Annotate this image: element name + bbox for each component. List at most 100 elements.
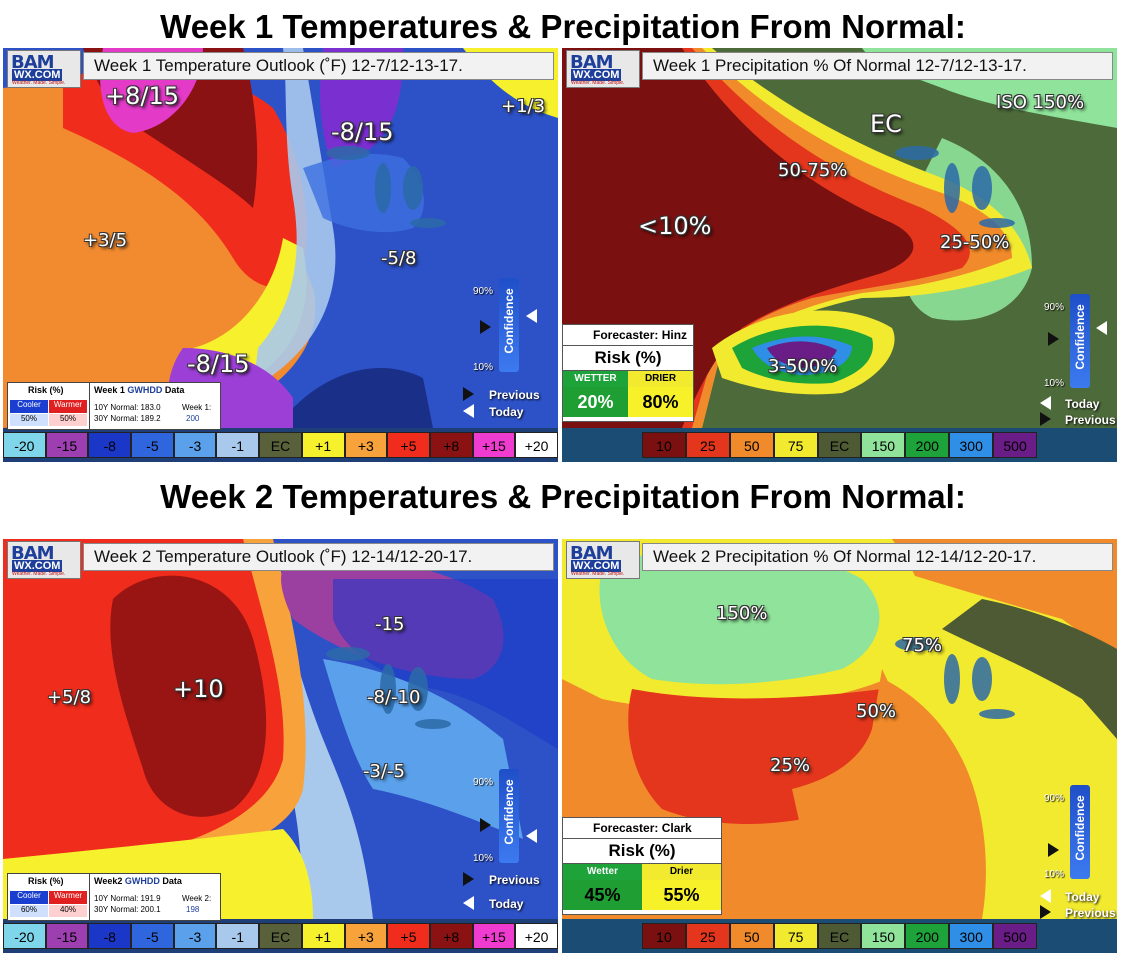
legend-swatch: +5 <box>387 432 430 458</box>
wetter-pct: 20% <box>563 387 628 417</box>
week1-heading: Week 1 Temperatures & Precipitation From… <box>160 8 966 45</box>
week1-precip-title: Week 1 Precipitation % Of Normal 12-7/12… <box>642 52 1113 80</box>
warmer-cell: Warmer <box>49 891 87 904</box>
temperature-legend: -20 -15 -8 -5 -3 -1 EC +1 +3 +5 +8 +15 +20 <box>3 923 558 949</box>
temperature-legend: -20 -15 -8 -5 -3 -1 EC +1 +3 +5 +8 +15 +20 <box>3 432 558 458</box>
legend-swatch: 150 <box>861 923 906 949</box>
today-label: Today <box>489 897 524 911</box>
legend-swatch: 10 <box>642 923 686 949</box>
previous-label: Previous <box>1065 413 1116 427</box>
legend-swatch: +5 <box>387 923 430 949</box>
legend-swatch: +1 <box>301 432 345 458</box>
gwhdd-box: Week2 GWHDD Data 10Y Normal: 191.9 30Y N… <box>89 873 221 921</box>
previous-legend-icon <box>463 872 474 886</box>
week1-temperature-panel: BAM WX.COM Weather. Made. Simple. Week 1 T… <box>3 48 558 462</box>
bamwx-logo: BAM WX.COM Weather. Made. Simple. <box>566 541 640 579</box>
region-label: 75% <box>902 635 943 656</box>
legend-swatch: -8 <box>88 432 132 458</box>
legend-swatch: EC <box>817 432 862 458</box>
legend-swatch: -15 <box>45 923 89 949</box>
today-legend-icon <box>1040 889 1051 903</box>
today-marker-icon <box>526 829 537 843</box>
legend-swatch: EC <box>817 923 862 949</box>
week2-heading: Week 2 Temperatures & Precipitation From… <box>160 478 966 515</box>
region-label: <10% <box>638 212 712 240</box>
previous-label: Previous <box>489 388 540 402</box>
today-legend-icon <box>463 896 474 910</box>
drier-pct: 55% <box>642 880 721 910</box>
legend-swatch: -1 <box>216 923 260 949</box>
warmer-cell: Warmer <box>49 400 87 413</box>
legend-swatch: 50 <box>729 432 774 458</box>
confidence-meter: Confidence 90% 10% <box>1044 785 1096 880</box>
legend-swatch: +20 <box>515 923 558 949</box>
legend-swatch: 25 <box>685 432 730 458</box>
legend-swatch: -3 <box>173 923 217 949</box>
legend-swatch: +15 <box>472 432 516 458</box>
drier-label: Drier <box>642 864 721 880</box>
legend-swatch: 75 <box>773 432 818 458</box>
today-marker-icon <box>526 309 537 323</box>
legend-swatch: 25 <box>685 923 730 949</box>
legend-swatch: +3 <box>344 432 388 458</box>
region-label: EC <box>870 110 902 138</box>
legend-swatch: -20 <box>3 432 46 458</box>
cooler-cell: Cooler <box>10 400 48 413</box>
legend-swatch: 300 <box>949 432 994 458</box>
legend-swatch: +8 <box>429 432 473 458</box>
legend-swatch: 10 <box>642 432 686 458</box>
legend-swatch: +20 <box>515 432 558 458</box>
confidence-meter: Confidence 90% 10% <box>473 769 525 864</box>
legend-swatch: 500 <box>993 923 1038 949</box>
region-label: 3-500% <box>768 356 838 377</box>
previous-marker-icon <box>1048 332 1059 346</box>
today-label: Today <box>489 405 524 419</box>
cooler-cell: Cooler <box>10 891 48 904</box>
legend-swatch: +1 <box>301 923 345 949</box>
previous-marker-icon <box>480 320 491 334</box>
warmer-pct: 50% <box>49 414 87 426</box>
week2-temp-title: Week 2 Temperature Outlook (˚F) 12-14/12… <box>83 543 554 571</box>
week2-precipitation-panel: BAM WX.COM Weather. Made. Simple. Week 2 P… <box>562 539 1117 953</box>
warmer-pct: 40% <box>49 905 87 917</box>
legend-swatch: 75 <box>773 923 818 949</box>
region-label: ISO 150% <box>996 92 1085 113</box>
today-label: Today <box>1065 397 1100 411</box>
legend-swatch: -20 <box>3 923 46 949</box>
today-legend-icon <box>1040 396 1051 410</box>
legend-swatch: 500 <box>993 432 1038 458</box>
region-label: -15 <box>375 614 405 635</box>
region-label: 50% <box>856 701 897 722</box>
today-label: Today <box>1065 890 1100 904</box>
precipitation-legend: 10 25 50 75 EC 150 200 300 500 <box>642 432 1038 458</box>
legend-swatch: +3 <box>344 923 388 949</box>
legend-swatch: -5 <box>131 923 174 949</box>
week2-precipitation-map <box>562 539 1117 953</box>
region-label: +5/8 <box>47 687 92 708</box>
week1-precipitation-panel: BAM WX.COM Weather. Made. Simple. Week 1 P… <box>562 48 1117 462</box>
legend-swatch: +15 <box>472 923 516 949</box>
region-label: -3/-5 <box>363 761 405 782</box>
today-marker-icon <box>1096 321 1107 335</box>
region-label: -8/15 <box>331 118 394 146</box>
wetter-pct: 45% <box>563 880 642 910</box>
region-label: -8/-10 <box>367 687 421 708</box>
previous-marker-icon <box>1048 843 1059 857</box>
previous-legend-icon <box>463 387 474 401</box>
region-label: 25-50% <box>940 232 1010 253</box>
legend-swatch: +8 <box>429 923 473 949</box>
gwhdd-box: Week 1 GWHDD Data 10Y Normal: 183.0 30Y … <box>89 382 221 430</box>
confidence-meter: Confidence 90% 10% <box>1044 294 1096 389</box>
legend-swatch: -1 <box>216 432 260 458</box>
risk-box: Risk (%) Cooler Warmer 60% 40% <box>7 873 91 921</box>
region-label: -5/8 <box>381 248 417 269</box>
confidence-meter: Confidence 90% 10% <box>473 278 525 373</box>
risk-box: Risk (%) Cooler Warmer 50% 50% <box>7 382 91 430</box>
legend-swatch: -5 <box>131 432 174 458</box>
bamwx-logo: BAM WX.COM Weather. Made. Simple. <box>7 541 81 579</box>
region-label: 50-75% <box>778 160 848 181</box>
week1-temp-title: Week 1 Temperature Outlook (˚F) 12-7/12-… <box>83 52 554 80</box>
legend-swatch: 200 <box>905 923 950 949</box>
previous-legend-icon <box>1040 905 1051 919</box>
precipitation-legend: 10 25 50 75 EC 150 200 300 500 <box>642 923 1038 949</box>
